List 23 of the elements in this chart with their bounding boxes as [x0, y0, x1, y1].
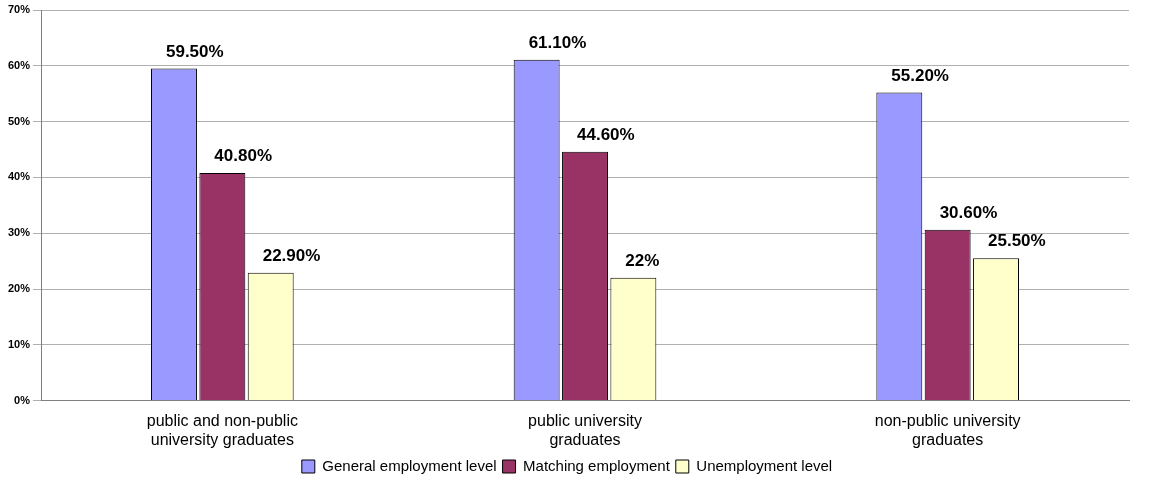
x-tick-label: public university graduates	[528, 411, 642, 448]
y-tick-label: 30%	[7, 226, 31, 239]
data-label: 55.20%	[891, 65, 949, 85]
y-tick-label: 20%	[7, 282, 31, 295]
y-tick-label: 50%	[7, 114, 31, 127]
data-label: 25.50%	[988, 231, 1046, 251]
data-label: 59.50%	[165, 41, 224, 61]
data-label: 22%	[625, 251, 660, 271]
y-tick-label: 60%	[7, 58, 31, 71]
y-tick-label: 70%	[7, 3, 31, 16]
data-label: 22.90%	[262, 246, 321, 266]
legend-label: General employment level	[322, 456, 497, 474]
x-tick-label: public and non-public university graduates	[146, 411, 298, 448]
x-tick-label: non-public university graduates	[874, 411, 1021, 448]
data-label: 61.10%	[528, 32, 587, 52]
y-tick-label: 0%	[14, 393, 31, 406]
y-tick-label: 40%	[7, 170, 31, 183]
legend-label: Unemployment level	[696, 456, 833, 474]
data-label: 30.60%	[939, 203, 998, 223]
data-label: 40.80%	[214, 146, 273, 166]
y-tick-label: 10%	[7, 337, 31, 350]
data-label: 44.60%	[577, 124, 635, 144]
legend-label: Matching employment	[523, 456, 671, 474]
